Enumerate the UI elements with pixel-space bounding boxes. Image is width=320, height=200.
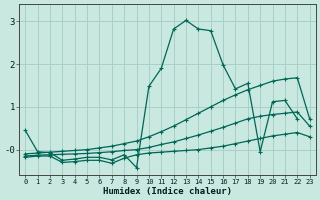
X-axis label: Humidex (Indice chaleur): Humidex (Indice chaleur) — [103, 187, 232, 196]
